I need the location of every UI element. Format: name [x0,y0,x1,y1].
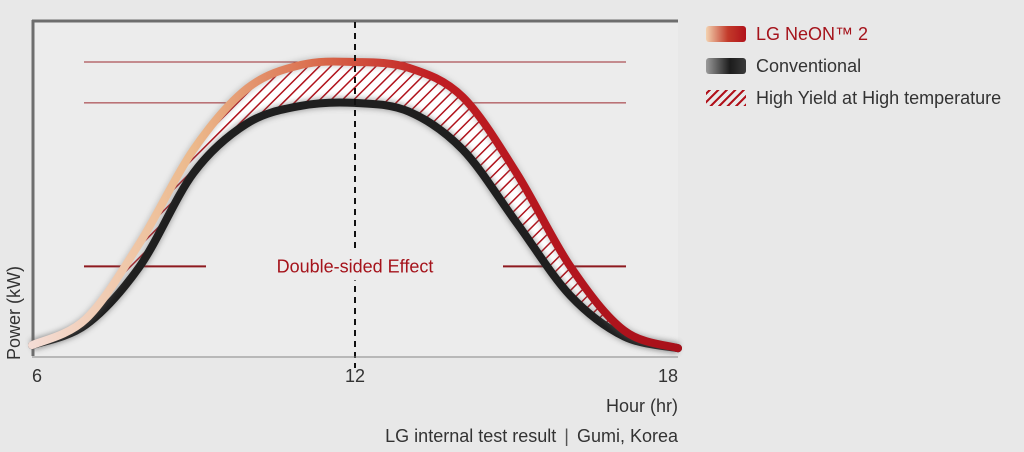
annotation-double-sided: Double-sided Effect [277,256,434,276]
x-tick-label-18: 18 [658,366,678,386]
legend: LG NeON™ 2 Conventional High Yield at Hi… [706,18,1001,114]
x-axis-title: Hour (hr) [606,396,678,416]
legend-label-high-yield: High Yield at High temperature [756,87,1002,108]
legend-item-high-yield: High Yield at High temperature [706,82,1001,114]
series-line-neon2 [28,57,682,353]
legend-item-conventional: Conventional [706,50,1001,82]
legend-swatch-conventional [706,58,746,74]
legend-swatch-hatch [706,90,746,106]
x-tick-label-6: 6 [32,366,42,386]
footnote-separator: | [564,426,569,446]
footnote: LG internal test result | Gumi, Korea [385,426,678,447]
legend-label-conventional: Conventional [756,55,862,76]
x-tick-label-12: 12 [345,366,365,386]
legend-label-neon2: LG NeON™ 2 [756,23,869,44]
legend-swatch-neon2 [706,26,746,42]
y-axis-title: Power (kW) [4,266,24,360]
x-ticks: 6 12 18 [32,366,678,386]
legend-item-neon2: LG NeON™ 2 [706,18,1001,50]
footnote-location: Gumi, Korea [576,426,678,446]
footnote-test-result: LG internal test result [385,426,557,446]
annotation-background [265,252,445,281]
